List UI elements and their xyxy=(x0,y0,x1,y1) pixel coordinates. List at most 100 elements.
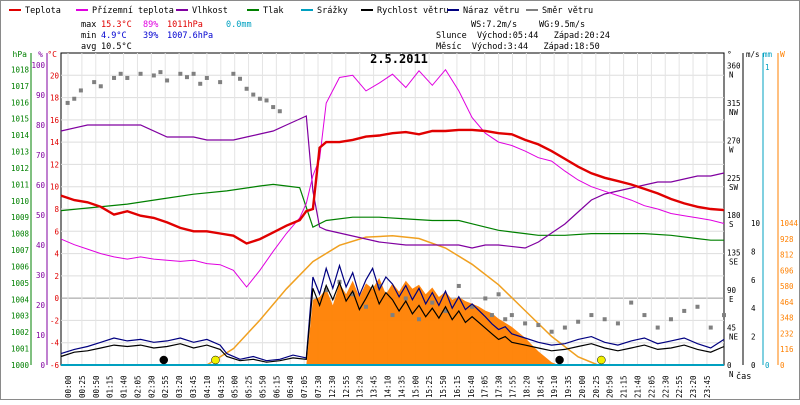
tick-label-wind: 6 xyxy=(751,276,756,285)
tick-label-pressure: 1018 xyxy=(11,65,30,74)
tick-label-compass: NW xyxy=(729,108,739,117)
tick-label-pressure: 1008 xyxy=(11,230,30,239)
solar-radiation-area xyxy=(306,278,559,365)
tick-label-compass: W xyxy=(729,145,734,154)
x-tick-label: 02:05 xyxy=(133,375,142,398)
tick-label-pressure: 1013 xyxy=(11,148,29,157)
direction-point xyxy=(682,308,687,313)
stat-sun: Slunce Východ:05:44 Západ:20:24 xyxy=(436,31,610,41)
tick-label-pressure: 1001 xyxy=(11,345,29,354)
stat-moon: Měsíc Východ:3:44 Západ:18:50 xyxy=(436,42,600,52)
series-gust xyxy=(60,263,725,362)
x-tick-label: 02:55 xyxy=(161,375,170,398)
x-tick-label: 23:20 xyxy=(689,375,698,398)
x-tick-label: 14:10 xyxy=(383,375,392,398)
tick-label-temperature: 0 xyxy=(54,294,59,303)
tick-label-wind: 0 xyxy=(751,361,756,370)
marker-moon-set xyxy=(555,355,564,365)
x-tick-label: 05:00 xyxy=(231,375,240,398)
direction-point xyxy=(277,109,282,114)
direction-point xyxy=(655,325,660,330)
legend-label: Teplota xyxy=(25,6,61,16)
x-tick-label: 00:50 xyxy=(92,375,101,398)
x-tick-label: 06:15 xyxy=(272,375,281,398)
direction-point xyxy=(722,313,726,318)
tick-label-direction: 0 xyxy=(727,361,732,370)
direction-point xyxy=(417,317,422,322)
stat-max-hum: 89% xyxy=(143,20,158,30)
direction-point xyxy=(695,304,700,309)
tick-label-solar: 580 xyxy=(780,282,794,291)
series-temperature-pzemnteplota xyxy=(60,68,725,288)
x-tick-label: 12:55 xyxy=(342,375,351,398)
tick-label-pressure: 1015 xyxy=(11,115,29,124)
tick-label-temperature: 6 xyxy=(54,227,59,236)
x-tick-label: 00:00 xyxy=(64,375,73,398)
direction-point xyxy=(198,81,203,86)
marker-sunrise xyxy=(211,355,220,365)
stat-min-label: min xyxy=(81,31,96,41)
tick-label-temperature: 16 xyxy=(50,116,60,125)
direction-point xyxy=(231,71,236,76)
series-pressure-tlak xyxy=(60,183,724,241)
x-tick-label: 17:30 xyxy=(495,375,504,398)
direction-point xyxy=(257,96,262,101)
tick-label-solar: 1044 xyxy=(780,219,799,228)
direction-point xyxy=(509,313,514,318)
x-tick-label: 15:25 xyxy=(425,375,434,398)
tick-label-solar: 348 xyxy=(780,314,794,323)
tick-label-temperature: 20 xyxy=(50,71,60,80)
x-tick-label: 04:10 xyxy=(203,375,212,398)
direction-point xyxy=(403,296,408,301)
tick-label-pressure: 1003 xyxy=(11,312,29,321)
plot-area xyxy=(60,52,726,366)
direction-point xyxy=(430,300,435,305)
x-tick-label: 06:40 xyxy=(286,375,295,398)
direction-point xyxy=(165,78,170,83)
tick-label-pressure: 1016 xyxy=(11,98,30,107)
direction-point xyxy=(204,75,209,80)
x-tick-label: 13:20 xyxy=(356,375,365,398)
tick-label-pressure: 1002 xyxy=(11,328,29,337)
direction-point xyxy=(112,75,117,80)
legend-label: Rychlost větru xyxy=(377,6,449,16)
tick-label-rain: 1 xyxy=(765,63,770,72)
direction-point xyxy=(138,71,143,76)
direction-point xyxy=(576,319,581,324)
x-axis-label: čas xyxy=(736,371,751,382)
tick-label-wind: 8 xyxy=(751,247,756,256)
tick-label-solar: 232 xyxy=(780,329,794,338)
tick-label-pressure: 1014 xyxy=(11,131,30,140)
tick-label-solar: 464 xyxy=(780,298,794,307)
tick-label-compass: SE xyxy=(729,258,739,267)
tick-label-direction: 225 xyxy=(727,174,741,183)
tick-label-humidity: 60 xyxy=(36,181,46,190)
stat-max-temp: 15.3°C xyxy=(101,20,132,30)
tick-label-temperature: -4 xyxy=(50,339,60,348)
tick-label-direction: 315 xyxy=(727,99,741,108)
direction-point xyxy=(363,304,368,309)
x-tick-label: 23:45 xyxy=(703,375,712,398)
tick-label-compass: E xyxy=(729,295,734,304)
tick-label-solar: 812 xyxy=(780,251,794,260)
tick-label-solar: 696 xyxy=(780,266,794,275)
direction-point xyxy=(125,75,130,80)
axis-unit-temperature: °C xyxy=(47,50,57,59)
tick-label-humidity: 40 xyxy=(36,241,46,250)
direction-point xyxy=(489,313,494,318)
x-tick-label: 17:55 xyxy=(508,375,517,398)
x-tick-label: 00:25 xyxy=(78,375,87,398)
x-tick-label: 18:45 xyxy=(536,375,545,398)
direction-point xyxy=(562,325,567,330)
direction-point xyxy=(523,321,528,326)
tick-label-compass: N xyxy=(729,70,734,79)
x-tick-label: 04:35 xyxy=(217,375,226,398)
axis-unit-solar: W xyxy=(780,50,785,59)
tick-label-temperature: -6 xyxy=(50,361,60,370)
direction-point xyxy=(483,296,488,301)
tick-label-direction: 180 xyxy=(727,211,741,220)
tick-label-humidity: 0 xyxy=(40,361,45,370)
tick-label-temperature: 10 xyxy=(50,183,60,192)
direction-point xyxy=(264,98,269,103)
stat-min-temp: 4.9°C xyxy=(101,31,127,41)
